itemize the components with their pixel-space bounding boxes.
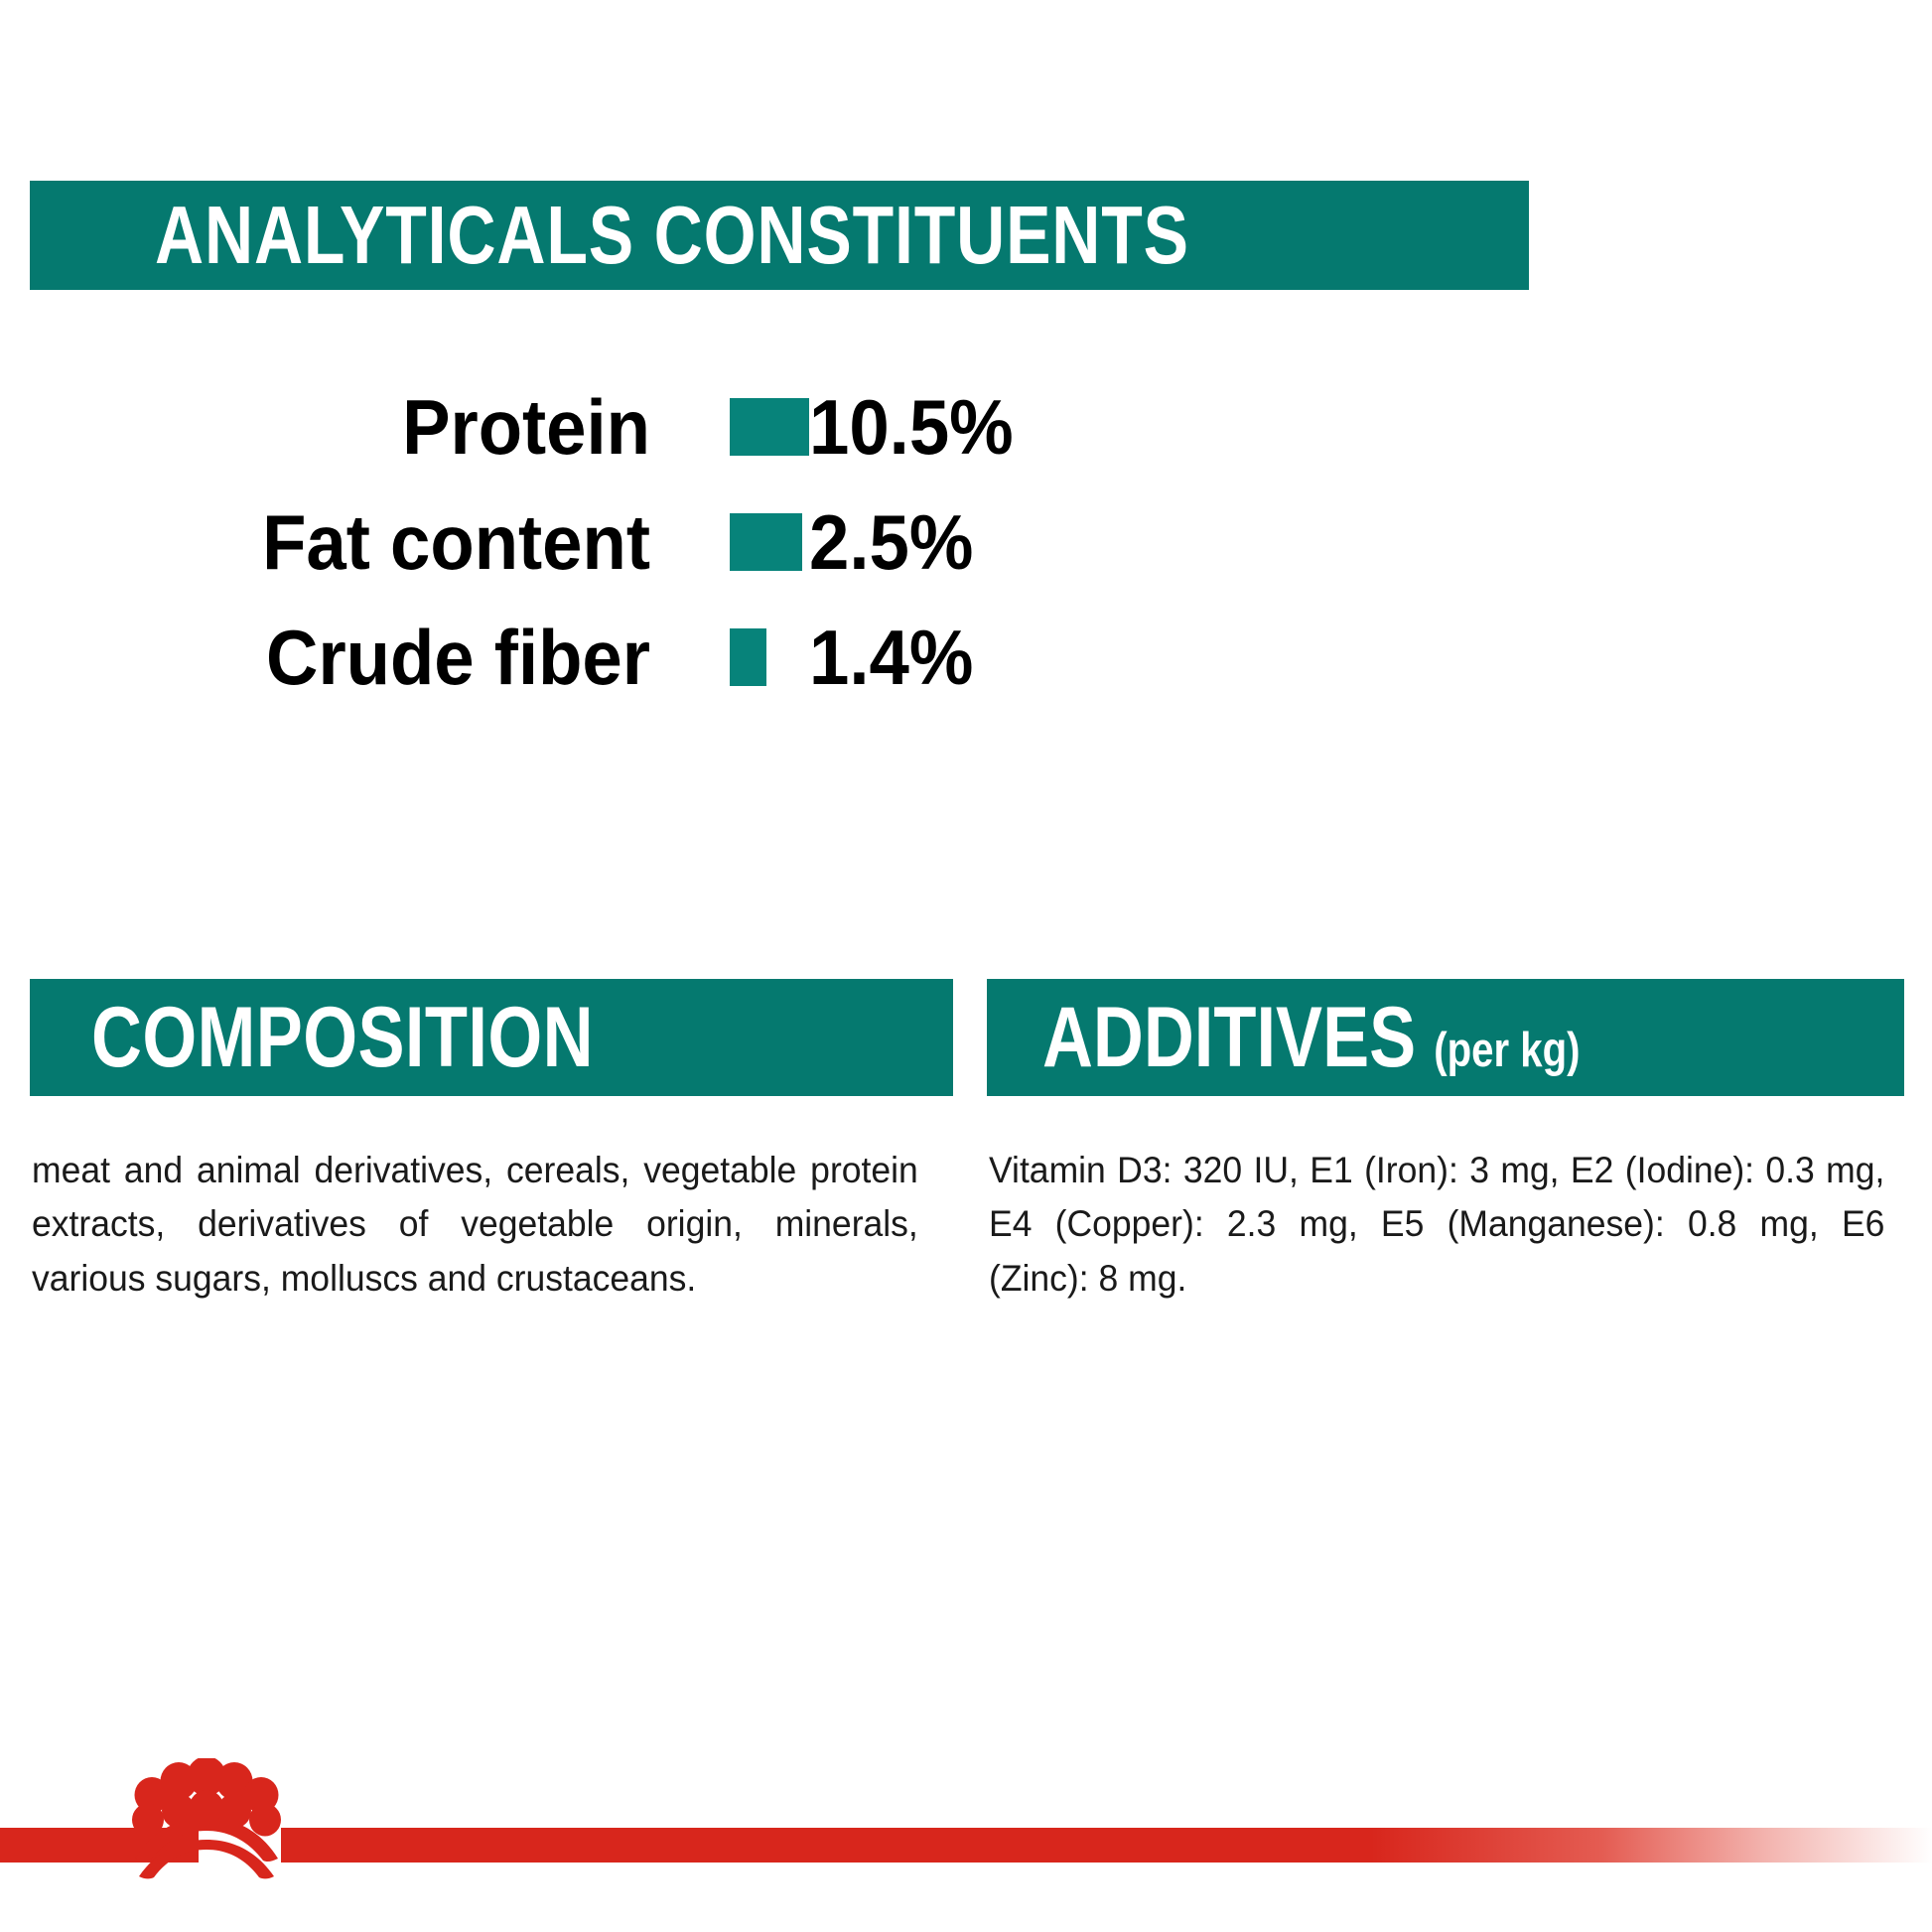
constituent-row-crude-fiber: Crude fiber 1.4% (0, 600, 1489, 715)
footer-red-bar-right (281, 1828, 1932, 1863)
composition-body-text: meat and animal derivatives, cereals, ve… (32, 1150, 918, 1299)
constituent-row-fat-content: Fat content 2.5% (0, 484, 1489, 600)
additives-title-row: ADDITIVES (per kg) (1042, 989, 1581, 1087)
constituent-value-protein: 10.5% (809, 383, 1014, 471)
constituent-bar-fat-content (730, 513, 802, 571)
additives-header-band: ADDITIVES (per kg) (987, 979, 1904, 1096)
constituent-bar-track-crude-fiber (730, 628, 809, 686)
constituent-value-crude-fiber: 1.4% (809, 614, 974, 701)
additives-title: ADDITIVES (1042, 989, 1417, 1085)
analyticals-constituents-title: ANALYTICALS CONSTITUENTS (155, 189, 1189, 281)
constituent-label-fat-content: Fat content (262, 498, 650, 586)
constituent-row-protein: Protein 10.5% (0, 369, 1489, 484)
additives-per-kg-subtitle: (per kg) (1434, 1023, 1581, 1077)
composition-title: COMPOSITION (91, 989, 595, 1085)
analyticals-constituents-header-band: ANALYTICALS CONSTITUENTS (30, 181, 1529, 290)
constituent-bar-protein (730, 398, 809, 456)
constituent-bar-track-protein (730, 398, 809, 456)
royal-canin-crown-logo (132, 1758, 281, 1879)
constituent-label-protein: Protein (402, 383, 650, 471)
constituent-label-crude-fiber: Crude fiber (266, 614, 650, 701)
constituent-bar-crude-fiber (730, 628, 766, 686)
constituent-bar-track-fat-content (730, 513, 809, 571)
constituent-value-fat-content: 2.5% (809, 498, 974, 586)
additives-body-text: Vitamin D3: 320 IU, E1 (Iron): 3 mg, E2 … (989, 1150, 1885, 1299)
composition-header-band: COMPOSITION (30, 979, 953, 1096)
analyticals-constituents-chart: Protein 10.5% Fat content 2.5% Crude fib… (0, 369, 1489, 715)
